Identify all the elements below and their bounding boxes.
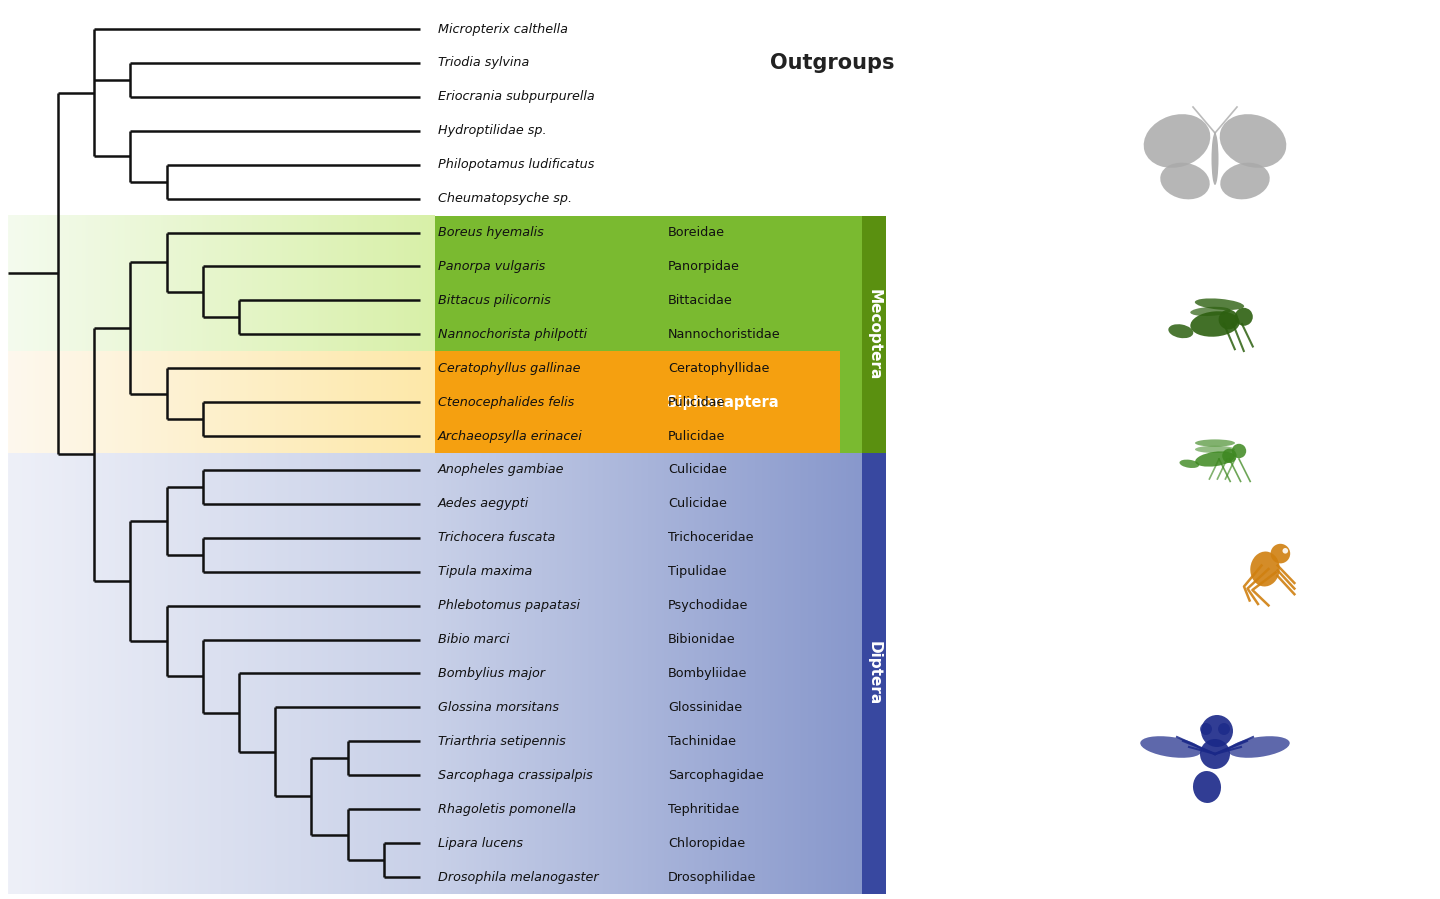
Text: Trichocera fuscata: Trichocera fuscata — [438, 531, 556, 544]
Text: Tephritidae: Tephritidae — [668, 803, 739, 815]
Text: Panorpidae: Panorpidae — [668, 260, 740, 273]
Text: Glossinidae: Glossinidae — [668, 701, 742, 714]
Ellipse shape — [1191, 307, 1231, 316]
Text: Tipula maxima: Tipula maxima — [438, 565, 533, 578]
Text: Sarcophagidae: Sarcophagidae — [668, 769, 763, 782]
Ellipse shape — [1191, 311, 1240, 337]
Text: Boreidae: Boreidae — [668, 226, 724, 239]
Text: Rhagoletis pomonella: Rhagoletis pomonella — [438, 803, 576, 815]
Text: Aedes aegypti: Aedes aegypti — [438, 497, 530, 511]
Text: Panorpa vulgaris: Panorpa vulgaris — [438, 260, 546, 273]
Text: Drosophilidae: Drosophilidae — [668, 870, 756, 884]
Text: Archaeopsylla erinacei: Archaeopsylla erinacei — [438, 430, 583, 442]
Text: Philopotamus ludificatus: Philopotamus ludificatus — [438, 158, 595, 171]
Circle shape — [1236, 307, 1253, 325]
Text: Bombyliidae: Bombyliidae — [668, 667, 747, 680]
Ellipse shape — [1250, 551, 1280, 586]
Ellipse shape — [1211, 133, 1218, 185]
Ellipse shape — [1192, 771, 1221, 803]
Ellipse shape — [1195, 446, 1236, 453]
Ellipse shape — [1143, 114, 1210, 168]
Text: Culicidae: Culicidae — [668, 497, 727, 511]
Text: Tachinidae: Tachinidae — [668, 734, 736, 748]
Text: Ctenocephalides felis: Ctenocephalides felis — [438, 396, 575, 409]
Circle shape — [1231, 444, 1246, 458]
Text: Micropterix calthella: Micropterix calthella — [438, 22, 567, 35]
Text: Culicidae: Culicidae — [668, 464, 727, 476]
Text: Psychodidae: Psychodidae — [668, 599, 749, 612]
Ellipse shape — [1195, 451, 1236, 467]
Text: Ceratophyllus gallinae: Ceratophyllus gallinae — [438, 361, 580, 375]
Bar — [863, 453, 886, 894]
Text: Eriocrania subpurpurella: Eriocrania subpurpurella — [438, 90, 595, 103]
Text: Boreus hyemalis: Boreus hyemalis — [438, 226, 544, 239]
Text: Nannochorista philpotti: Nannochorista philpotti — [438, 328, 588, 341]
Ellipse shape — [1218, 309, 1238, 329]
Text: Anopheles gambiae: Anopheles gambiae — [438, 464, 564, 476]
Text: Nannochoristidae: Nannochoristidae — [668, 328, 780, 341]
Text: Mecoptera: Mecoptera — [867, 289, 881, 380]
Ellipse shape — [1220, 163, 1270, 200]
Text: Sarcophaga crassipalpis: Sarcophaga crassipalpis — [438, 769, 593, 782]
Ellipse shape — [1179, 459, 1200, 468]
Bar — [435, 216, 863, 453]
Text: Outgroups: Outgroups — [770, 53, 894, 73]
Text: Bibio marci: Bibio marci — [438, 633, 510, 646]
Ellipse shape — [1228, 736, 1290, 758]
Text: Drosophila melanogaster: Drosophila melanogaster — [438, 870, 599, 884]
Text: Pulicidae: Pulicidae — [668, 396, 726, 409]
Bar — [863, 216, 886, 453]
Text: Phlebotomus papatasi: Phlebotomus papatasi — [438, 599, 580, 612]
Text: Chloropidae: Chloropidae — [668, 837, 744, 850]
Text: Bittacidae: Bittacidae — [668, 294, 733, 307]
Text: Bombylius major: Bombylius major — [438, 667, 544, 680]
Ellipse shape — [1220, 114, 1286, 168]
Text: Hydroptilidae sp.: Hydroptilidae sp. — [438, 124, 547, 138]
Text: Diptera: Diptera — [867, 641, 881, 706]
Text: Glossina morsitans: Glossina morsitans — [438, 701, 559, 714]
Ellipse shape — [1195, 440, 1236, 447]
Circle shape — [1270, 544, 1290, 564]
Text: Siphonaptera: Siphonaptera — [667, 395, 778, 410]
Text: Cheumatopsyche sp.: Cheumatopsyche sp. — [438, 192, 572, 205]
Ellipse shape — [1140, 736, 1202, 758]
Text: Lipara lucens: Lipara lucens — [438, 837, 523, 850]
Text: Trichoceridae: Trichoceridae — [668, 531, 753, 544]
Text: Ceratophyllidae: Ceratophyllidae — [668, 361, 769, 375]
Text: Triarthria setipennis: Triarthria setipennis — [438, 734, 566, 748]
Ellipse shape — [1161, 163, 1210, 200]
Circle shape — [1201, 715, 1233, 747]
Circle shape — [1200, 723, 1212, 735]
Ellipse shape — [1168, 325, 1194, 338]
Text: Bibionidae: Bibionidae — [668, 633, 736, 646]
Text: Triodia sylvina: Triodia sylvina — [438, 57, 530, 69]
Bar — [435, 352, 840, 453]
Text: Bittacus pilicornis: Bittacus pilicornis — [438, 294, 550, 307]
Text: Pulicidae: Pulicidae — [668, 430, 726, 442]
Ellipse shape — [1223, 449, 1237, 463]
Circle shape — [1218, 723, 1230, 735]
Circle shape — [1283, 548, 1289, 554]
Text: Tipulidae: Tipulidae — [668, 565, 727, 578]
Ellipse shape — [1200, 739, 1230, 769]
Ellipse shape — [1195, 298, 1244, 310]
